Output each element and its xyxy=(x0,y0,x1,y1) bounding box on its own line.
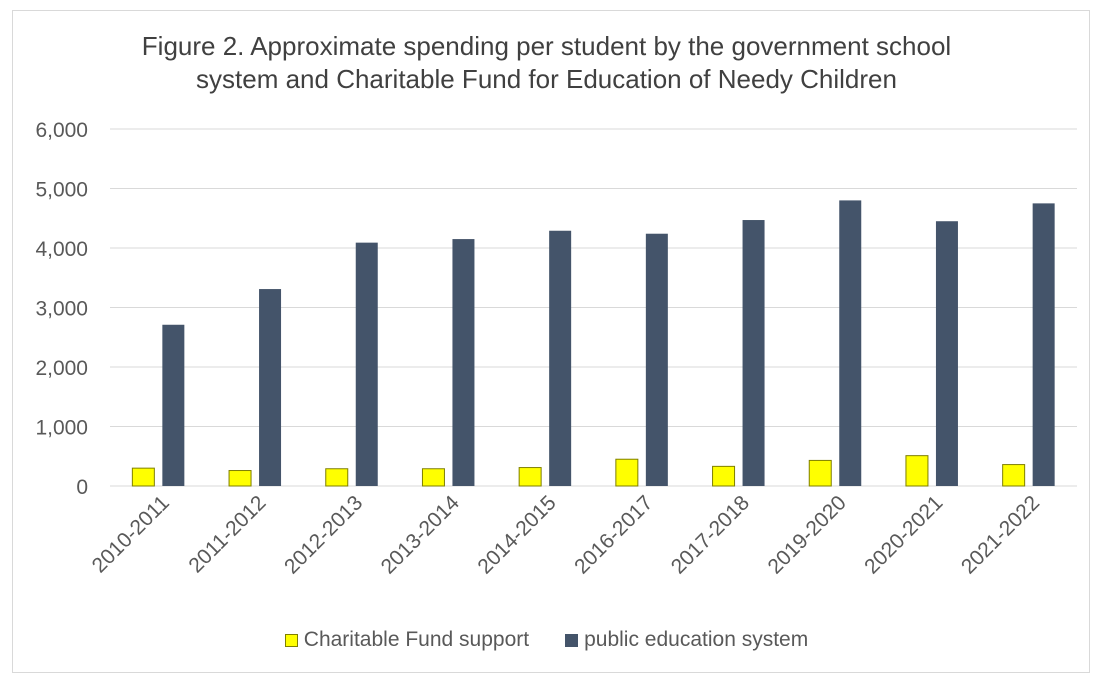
legend-item-public: public education system xyxy=(565,628,808,652)
y-tick-label: 3,000 xyxy=(35,298,88,321)
bar-charitable xyxy=(615,458,639,487)
x-tick-label: 2010-2011 xyxy=(88,491,174,577)
bar-public xyxy=(162,324,185,486)
bar-public xyxy=(355,242,378,486)
legend-swatch-public xyxy=(565,633,579,647)
bar-public xyxy=(452,239,475,486)
y-tick-label: 6,000 xyxy=(35,119,88,142)
x-tick-label: 2020-2021 xyxy=(860,491,947,578)
bar-public xyxy=(839,200,862,486)
y-tick-label: 4,000 xyxy=(35,238,88,261)
bar-charitable xyxy=(228,470,252,487)
bar-public xyxy=(549,230,572,486)
bar-charitable xyxy=(712,465,736,487)
bar-charitable xyxy=(421,468,445,487)
x-tick-label: 2014-2015 xyxy=(473,491,560,578)
chart-title-line-1: Figure 2. Approximate spending per stude… xyxy=(141,31,952,61)
chart-title-line-2: system and Charitable Fund for Education… xyxy=(196,64,897,94)
bar-charitable xyxy=(905,455,929,487)
bar-public xyxy=(742,220,765,486)
x-tick-label: 2016-2017 xyxy=(570,491,657,578)
bar-charitable xyxy=(325,468,349,487)
bar-public xyxy=(259,289,282,486)
chart-title: Figure 2. Approximate spending per stude… xyxy=(0,30,1093,96)
bar-charitable xyxy=(518,467,542,487)
legend-item-charitable: Charitable Fund support xyxy=(284,628,530,652)
legend-label-public: public education system xyxy=(584,628,809,651)
y-tick-label: 1,000 xyxy=(35,417,88,440)
x-tick-label: 2012-2013 xyxy=(280,491,367,578)
legend-swatch-charitable xyxy=(284,633,298,647)
y-tick-label: 0 xyxy=(76,476,88,499)
bar-charitable xyxy=(131,467,155,487)
bar-public xyxy=(935,221,958,486)
x-tick-label: 2017-2018 xyxy=(667,491,754,578)
bar-public xyxy=(1032,203,1055,486)
x-tick-label: 2013-2014 xyxy=(377,491,465,579)
bar-charitable xyxy=(1002,464,1026,487)
x-tick-label: 2011-2012 xyxy=(184,491,270,577)
x-tick-label: 2019-2020 xyxy=(764,491,851,578)
chart-legend: Charitable Fund support public education… xyxy=(0,628,1093,652)
y-tick-label: 2,000 xyxy=(35,357,88,380)
bar-charitable xyxy=(808,459,832,487)
x-tick-label: 2021-2022 xyxy=(957,491,1044,578)
bar-public xyxy=(645,233,668,486)
legend-label-charitable: Charitable Fund support xyxy=(303,628,530,651)
y-tick-label: 5,000 xyxy=(35,179,88,202)
